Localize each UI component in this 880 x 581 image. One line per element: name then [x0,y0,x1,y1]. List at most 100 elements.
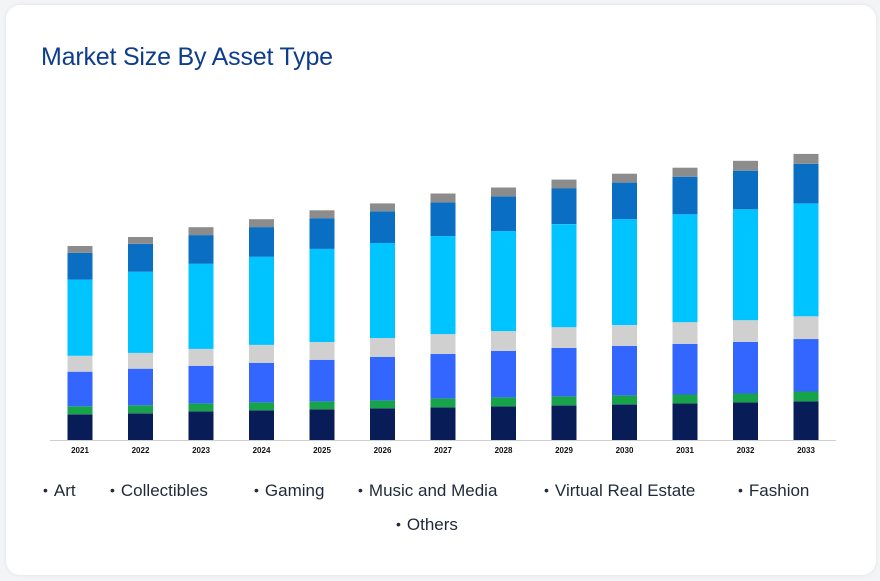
bar-segment-music-and-media-2031 [672,322,698,344]
bar-segment-others-2022 [128,237,153,244]
stacked-bar-chart: 2021 2022 2023 2024 2025 2026 2027 2028 2029 2030… [50,153,836,455]
bar-segment-fashion-2023 [188,235,214,264]
bar-segment-collectibles-2031 [672,394,698,404]
bar-segment-fashion-2021 [67,252,93,280]
x-tick-labels: 2021 2022 2023 2024 2025 2026 2027 2028 2029 2030… [71,446,815,455]
bar-segment-collectibles-2033 [793,391,819,402]
x-tick-label-2031: 2031 [676,446,694,455]
bar-segment-collectibles-2025 [309,401,335,410]
bar-segment-others-2021 [67,246,93,253]
x-tick-label-2026: 2026 [374,446,392,455]
chart-card: Market Size By Asset Type 2021 2022 2023 20… [6,5,876,575]
bar-segment-gaming-2032 [733,342,758,394]
bar-segment-virtual-real-estate-2030 [612,219,637,326]
legend-label: Gaming [264,481,325,500]
bar-segment-collectibles-2028 [491,397,516,407]
bar-segment-others-2027 [430,193,456,203]
bar-segment-others-2025 [309,210,335,219]
bar-segment-virtual-real-estate-2032 [733,209,758,321]
bar-segment-art-2032 [733,402,758,440]
x-tick-label-2023: 2023 [192,446,210,455]
bar-segment-music-and-media-2028 [491,331,516,351]
bar-segment-gaming-2028 [491,350,516,398]
bar-segment-fashion-2026 [370,211,395,243]
bar-segment-collectibles-2027 [430,398,456,408]
bar-segment-collectibles-2029 [551,396,577,406]
bar-segment-virtual-real-estate-2021 [67,279,93,356]
bar-segment-collectibles-2021 [67,406,93,415]
x-tick-label-2029: 2029 [555,446,573,455]
bar-segment-gaming-2029 [551,347,577,397]
bar-segment-music-and-media-2023 [188,348,214,366]
bar-segment-music-and-media-2021 [67,355,93,372]
bar-segment-music-and-media-2024 [249,345,274,363]
bar-segment-others-2032 [733,160,758,171]
bars-group [67,153,819,440]
bar-segment-fashion-2031 [672,176,698,215]
legend-item-others: • Others [396,515,458,535]
legend-label: Art [53,481,76,500]
legend-item-gaming: • Gaming [254,481,324,501]
x-tick-label-2027: 2027 [434,446,452,455]
bar-segment-music-and-media-2022 [128,352,153,369]
bar-segment-gaming-2021 [67,371,93,407]
bar-segment-fashion-2033 [793,163,819,204]
bar-segment-virtual-real-estate-2025 [309,248,335,342]
legend-label: Virtual Real Estate [554,481,696,500]
bar-segment-others-2026 [370,203,395,212]
bar-segment-collectibles-2022 [128,405,153,414]
bar-segment-collectibles-2030 [612,395,637,405]
bar-segment-music-and-media-2030 [612,325,637,346]
bar-segment-collectibles-2026 [370,400,395,409]
bar-segment-art-2026 [370,408,395,440]
bar-segment-virtual-real-estate-2026 [370,243,395,338]
legend-item-fashion: • Fashion [738,481,809,501]
bar-segment-art-2030 [612,404,637,440]
bar-segment-virtual-real-estate-2031 [672,214,698,323]
bar-segment-gaming-2026 [370,356,395,401]
bar-segment-virtual-real-estate-2028 [491,231,516,332]
legend-bullet: • [254,482,259,498]
bar-segment-art-2025 [309,409,335,440]
legend-bullet: • [110,482,115,498]
x-tick-label-2021: 2021 [71,446,89,455]
legend-bullet: • [544,482,549,498]
x-tick-label-2025: 2025 [313,446,331,455]
bar-segment-others-2030 [612,173,637,183]
legend-label: Collectibles [120,481,208,500]
bar-segment-gaming-2022 [128,368,153,406]
bar-segment-art-2029 [551,405,577,440]
legend-label: Others [406,515,458,534]
bar-segment-gaming-2031 [672,344,698,395]
bar-segment-music-and-media-2032 [733,320,758,342]
bar-segment-collectibles-2023 [188,403,214,412]
bar-segment-gaming-2024 [249,362,274,403]
x-tick-label-2033: 2033 [797,446,815,455]
bar-segment-others-2031 [672,167,698,177]
legend-bullet: • [396,516,401,532]
bar-segment-fashion-2022 [128,244,153,272]
bar-segment-music-and-media-2033 [793,316,819,340]
bar-segment-virtual-real-estate-2024 [249,256,274,345]
bar-segment-music-and-media-2029 [551,327,577,348]
bar-segment-virtual-real-estate-2023 [188,263,214,349]
bar-segment-art-2023 [188,411,214,440]
bar-segment-fashion-2029 [551,188,577,225]
bar-segment-gaming-2027 [430,353,456,399]
bar-segment-art-2022 [128,413,153,440]
bar-segment-music-and-media-2026 [370,338,395,357]
legend-bullet: • [358,482,363,498]
bar-segment-virtual-real-estate-2022 [128,271,153,353]
legend-bullet: • [738,482,743,498]
legend-label: Music and Media [368,481,498,500]
chart-title: Market Size By Asset Type [41,43,333,71]
bar-segment-art-2031 [672,403,698,440]
bar-segment-gaming-2023 [188,365,214,404]
bar-segment-others-2024 [249,219,274,228]
bar-segment-fashion-2027 [430,202,456,237]
bar-segment-gaming-2025 [309,359,335,402]
bar-segment-collectibles-2032 [733,393,758,403]
bar-segment-music-and-media-2025 [309,342,335,360]
bar-segment-fashion-2032 [733,170,758,210]
bar-segment-art-2028 [491,406,516,440]
